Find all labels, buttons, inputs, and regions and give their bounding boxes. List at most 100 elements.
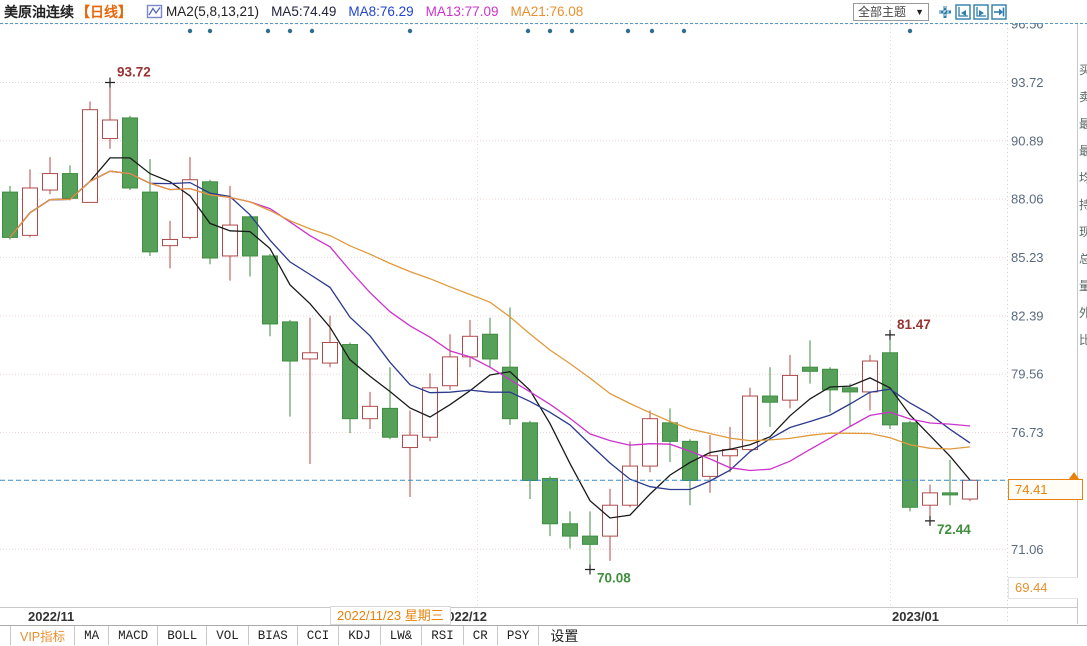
tab-LW&[interactable]: LW& (381, 626, 423, 645)
y-axis-tick-label: 76.73 (1011, 425, 1044, 440)
candle-down[interactable] (902, 422, 918, 508)
tab-BIAS[interactable]: BIAS (249, 626, 298, 645)
symbol-name: 美原油连续 (4, 3, 74, 20)
candle-down[interactable] (542, 477, 558, 525)
candle-up[interactable] (622, 465, 638, 506)
candle-up[interactable] (962, 479, 978, 500)
candle-up[interactable] (862, 360, 878, 393)
crosshair-icon[interactable] (937, 4, 953, 20)
x-axis-label: 2023/01 (892, 609, 939, 624)
candle-down[interactable] (562, 523, 578, 537)
y-axis-tick-label: 79.56 (1011, 367, 1044, 382)
candle-up[interactable] (322, 341, 338, 364)
candle-down[interactable] (942, 492, 958, 496)
candle-down[interactable] (202, 181, 218, 259)
event-marker-dot[interactable] (907, 28, 913, 34)
candle-down[interactable] (242, 216, 258, 257)
candle-up[interactable] (742, 395, 758, 451)
event-marker-dot[interactable] (207, 28, 213, 34)
chevron-down-icon: ▼ (915, 6, 924, 17)
ma-settings-label: MA2(5,8,13,21) (166, 4, 260, 19)
candle-down[interactable] (142, 191, 158, 253)
candle-up[interactable] (162, 238, 178, 247)
candle-down[interactable] (842, 387, 858, 393)
candle-down[interactable] (62, 173, 78, 199)
period-label[interactable]: 【日线】 (76, 3, 132, 20)
candle-down[interactable] (482, 333, 498, 360)
candle-up[interactable] (602, 504, 618, 537)
candle-down[interactable] (342, 344, 358, 420)
event-marker-dot[interactable] (625, 28, 631, 34)
event-marker-dot[interactable] (287, 28, 293, 34)
candle-up[interactable] (222, 224, 238, 257)
y-axis-tick-label: 90.89 (1011, 133, 1044, 148)
event-marker-dot[interactable] (407, 28, 413, 34)
candle-down[interactable] (802, 366, 818, 372)
candle-down[interactable] (382, 407, 398, 438)
tab-KDJ[interactable]: KDJ (339, 626, 381, 645)
tab-VIP指标[interactable]: VIP指标 (10, 626, 76, 645)
tab-MACD[interactable]: MACD (109, 626, 159, 645)
event-marker-dot[interactable] (525, 28, 531, 34)
candle-down[interactable] (582, 535, 598, 545)
candle-up[interactable] (642, 418, 658, 467)
candle-up[interactable] (82, 109, 98, 203)
candle-up[interactable] (442, 356, 458, 387)
event-marker-dot[interactable] (547, 28, 553, 34)
y-axis-tick-label: 85.23 (1011, 250, 1044, 265)
tab-RSI[interactable]: RSI (422, 626, 464, 645)
candle-down[interactable] (2, 191, 18, 238)
candle-up[interactable] (402, 434, 418, 449)
event-marker-dot[interactable] (265, 28, 271, 34)
event-marker-dot[interactable] (649, 28, 655, 34)
candle-down[interactable] (502, 366, 518, 420)
current-price-label: 74.41 (1008, 472, 1083, 500)
current-price-value: 74.41 (1015, 482, 1048, 497)
right-strip-char: 均 (1079, 171, 1087, 185)
pan-right-icon[interactable] (991, 3, 1007, 20)
event-marker-dot[interactable] (681, 28, 687, 34)
indicator-flag-icon[interactable] (146, 4, 163, 19)
candle-up[interactable] (782, 374, 798, 401)
price-up-arrow-icon (1069, 472, 1079, 479)
candle-down[interactable] (662, 422, 678, 442)
ma8-line (9, 170, 971, 491)
candle-up[interactable] (182, 179, 198, 238)
event-marker-dot[interactable] (187, 28, 193, 34)
tab-VOL[interactable]: VOL (207, 626, 249, 645)
candle-down[interactable] (822, 368, 838, 391)
extreme-marker-icon (105, 77, 115, 88)
event-marker-dot[interactable] (309, 28, 315, 34)
price-annotation: 93.72 (117, 65, 151, 80)
tab-设置[interactable]: 设置 (550, 627, 579, 644)
candle-up[interactable] (42, 173, 58, 191)
tab-BOLL[interactable]: BOLL (158, 626, 208, 645)
candle-up[interactable] (102, 119, 118, 140)
candle-up[interactable] (462, 335, 478, 358)
tab-MA[interactable]: MA (75, 626, 110, 645)
candle-up[interactable] (22, 187, 38, 236)
tab-PSY[interactable]: PSY (498, 626, 540, 645)
indicator-tab-bar: VIP指标 MA MACD BOLL VOL BIAS CCI KDJ LW& RSI CR PSY 设… (0, 625, 1087, 645)
candle-down[interactable] (262, 255, 278, 325)
zoom-frame-left-icon[interactable] (955, 3, 971, 20)
candle-down[interactable] (762, 395, 778, 403)
zoom-frame-right-icon[interactable] (973, 3, 989, 20)
candle-up[interactable] (422, 387, 438, 438)
candle-up[interactable] (922, 492, 938, 506)
tab-CCI[interactable]: CCI (298, 626, 340, 645)
event-marker-dot[interactable] (569, 28, 575, 34)
candle-down[interactable] (282, 321, 298, 362)
candle-down[interactable] (682, 440, 698, 481)
tab-CR[interactable]: CR (464, 626, 498, 645)
right-strip-char: 持 (1079, 198, 1087, 212)
candle-up[interactable] (362, 405, 378, 420)
ma-value-label: MA21:76.08 (510, 3, 584, 19)
theme-dropdown[interactable]: 全部主题 ▼ (853, 2, 929, 21)
candle-up[interactable] (302, 352, 318, 360)
candle-down[interactable] (522, 422, 538, 481)
right-strip-char: 总 (1079, 252, 1087, 266)
x-axis-label: 2022/12 (440, 609, 487, 624)
candle-down[interactable] (122, 117, 138, 189)
